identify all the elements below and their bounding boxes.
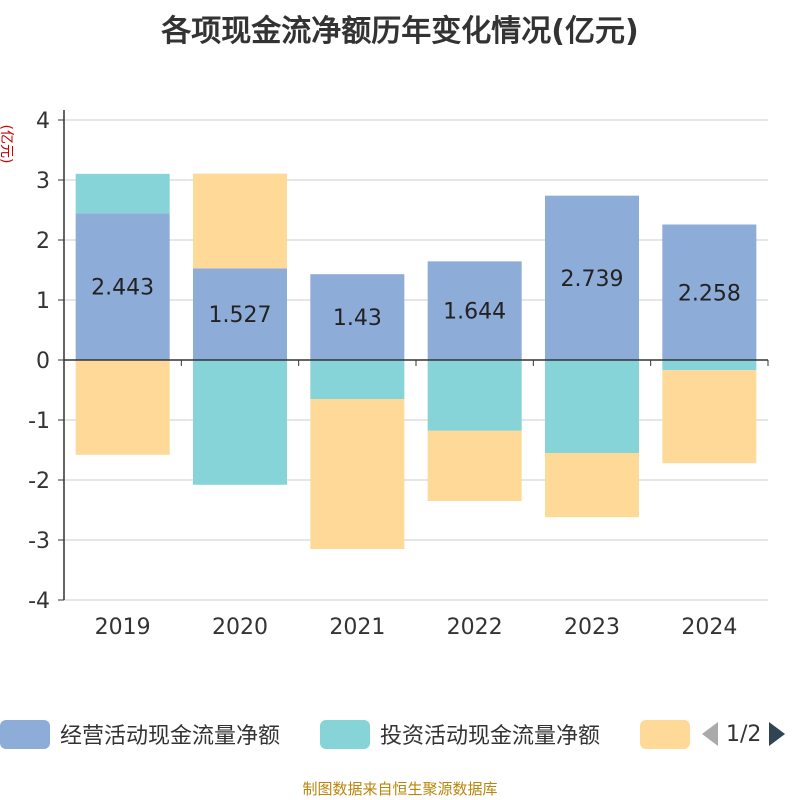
bar-1-2019: [75, 173, 170, 214]
bar-0-2021: [310, 274, 405, 360]
y-tick-label: 1: [36, 289, 50, 314]
legend-pager: 1/2: [700, 714, 787, 754]
y-tick-label: -3: [28, 529, 50, 554]
next-page-icon[interactable]: [767, 720, 787, 748]
data-label: 1.43: [333, 306, 382, 331]
y-tick-label: 0: [36, 349, 50, 374]
prev-page-icon[interactable]: [700, 720, 720, 748]
bar-1-2020: [193, 360, 287, 485]
bar-1-2021: [310, 360, 405, 399]
chart-canvas: 4 3 2 1 0 -1 -2 -3 -4 2.443 1.527 1.43 1.644 2.739 2.2…: [28, 109, 769, 640]
bar-2-2024: [662, 370, 757, 464]
x-tick-label: 2020: [212, 615, 268, 640]
bar-0-2019: [75, 213, 170, 360]
chart-title: 各项现金流净额历年变化情况(亿元): [161, 14, 639, 49]
bar-0-2020: [193, 268, 287, 360]
y-tick-label: -2: [28, 469, 50, 494]
x-tick-label: 2022: [447, 615, 503, 640]
data-label: 1.644: [443, 300, 506, 325]
source-footer: 制图数据来自恒生聚源数据库: [302, 780, 498, 798]
data-label: 1.527: [209, 303, 272, 328]
bar-1-2022: [427, 360, 522, 431]
data-label: 2.739: [561, 267, 624, 292]
data-label: 2.443: [91, 276, 154, 301]
legend-item-financing[interactable]: [640, 714, 690, 754]
bar-2-2020: [193, 173, 287, 269]
bar-0-2023: [545, 195, 639, 360]
legend-item-operating[interactable]: 经营活动现金流量净额: [0, 714, 280, 754]
y-tick-label: 2: [36, 229, 50, 254]
y-tick-label: -1: [28, 409, 50, 434]
y-tick-label: 4: [36, 109, 50, 134]
bar-2-2022: [427, 430, 522, 501]
legend-swatch-financing: [640, 719, 690, 749]
bar-0-2024: [662, 224, 757, 360]
legend-swatch-investing: [320, 719, 370, 749]
bar-2-2023: [545, 453, 639, 518]
y-tick-label: 3: [36, 169, 50, 194]
x-tick-label: 2024: [681, 615, 737, 640]
x-tick-label: 2021: [329, 615, 385, 640]
legend: 经营活动现金流量净额 投资活动现金流量净额 1/2: [0, 714, 800, 754]
bar-1-2023: [545, 360, 639, 453]
x-tick-label: 2023: [564, 615, 620, 640]
legend-item-investing[interactable]: 投资活动现金流量净额: [320, 714, 600, 754]
legend-page-indicator: 1/2: [726, 721, 762, 747]
bar-2-2021: [310, 399, 405, 549]
bar-1-2024: [662, 360, 757, 371]
legend-label-investing: 投资活动现金流量净额: [380, 724, 601, 749]
legend-swatch-operating: [0, 719, 50, 749]
legend-label-operating: 经营活动现金流量净额: [60, 724, 281, 749]
bar-0-2022: [427, 261, 522, 360]
y-tick-label: -4: [28, 589, 50, 614]
bar-2-2019: [75, 360, 170, 455]
data-label: 2.258: [678, 281, 741, 306]
x-tick-label: 2019: [95, 615, 151, 640]
